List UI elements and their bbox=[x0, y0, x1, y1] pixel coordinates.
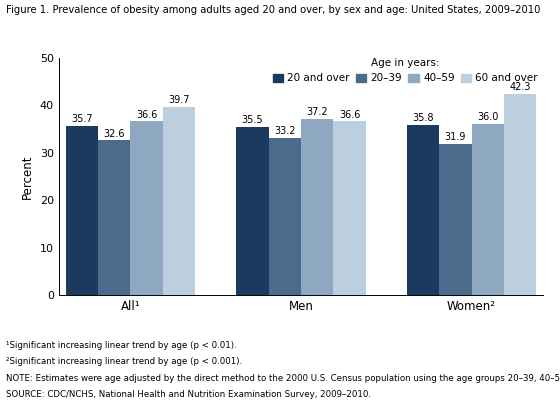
Bar bbox=[236, 127, 269, 295]
Text: 35.7: 35.7 bbox=[71, 114, 92, 124]
Text: ¹Significant increasing linear trend by age (p < 0.01).: ¹Significant increasing linear trend by … bbox=[6, 341, 236, 350]
Text: 35.5: 35.5 bbox=[241, 115, 263, 125]
Text: SOURCE: CDC/NCHS, National Health and Nutrition Examination Survey, 2009–2010.: SOURCE: CDC/NCHS, National Health and Nu… bbox=[6, 390, 371, 399]
Text: 33.2: 33.2 bbox=[274, 126, 296, 136]
Bar bbox=[439, 144, 472, 295]
Text: 31.9: 31.9 bbox=[445, 132, 466, 142]
Bar bbox=[301, 119, 333, 295]
Text: 36.6: 36.6 bbox=[136, 109, 157, 120]
Bar bbox=[163, 107, 195, 295]
Bar bbox=[269, 138, 301, 295]
Bar bbox=[333, 121, 366, 295]
Bar bbox=[130, 121, 163, 295]
Text: Figure 1. Prevalence of obesity among adults aged 20 and over, by sex and age: U: Figure 1. Prevalence of obesity among ad… bbox=[6, 5, 540, 15]
Text: ²Significant increasing linear trend by age (p < 0.001).: ²Significant increasing linear trend by … bbox=[6, 357, 242, 366]
Bar bbox=[407, 125, 439, 295]
Bar bbox=[98, 140, 130, 295]
Bar bbox=[472, 124, 504, 295]
Y-axis label: Percent: Percent bbox=[21, 154, 34, 199]
Legend: 20 and over, 20–39, 40–59, 60 and over: 20 and over, 20–39, 40–59, 60 and over bbox=[273, 58, 538, 83]
Text: 35.8: 35.8 bbox=[412, 113, 433, 123]
Text: 39.7: 39.7 bbox=[169, 95, 190, 105]
Text: 42.3: 42.3 bbox=[510, 83, 531, 93]
Bar bbox=[504, 95, 536, 295]
Text: NOTE: Estimates were age adjusted by the direct method to the 2000 U.S. Census p: NOTE: Estimates were age adjusted by the… bbox=[6, 374, 560, 383]
Text: 36.0: 36.0 bbox=[477, 112, 498, 122]
Text: 36.6: 36.6 bbox=[339, 109, 360, 120]
Bar bbox=[66, 126, 98, 295]
Text: 32.6: 32.6 bbox=[104, 128, 125, 139]
Text: 37.2: 37.2 bbox=[306, 107, 328, 117]
